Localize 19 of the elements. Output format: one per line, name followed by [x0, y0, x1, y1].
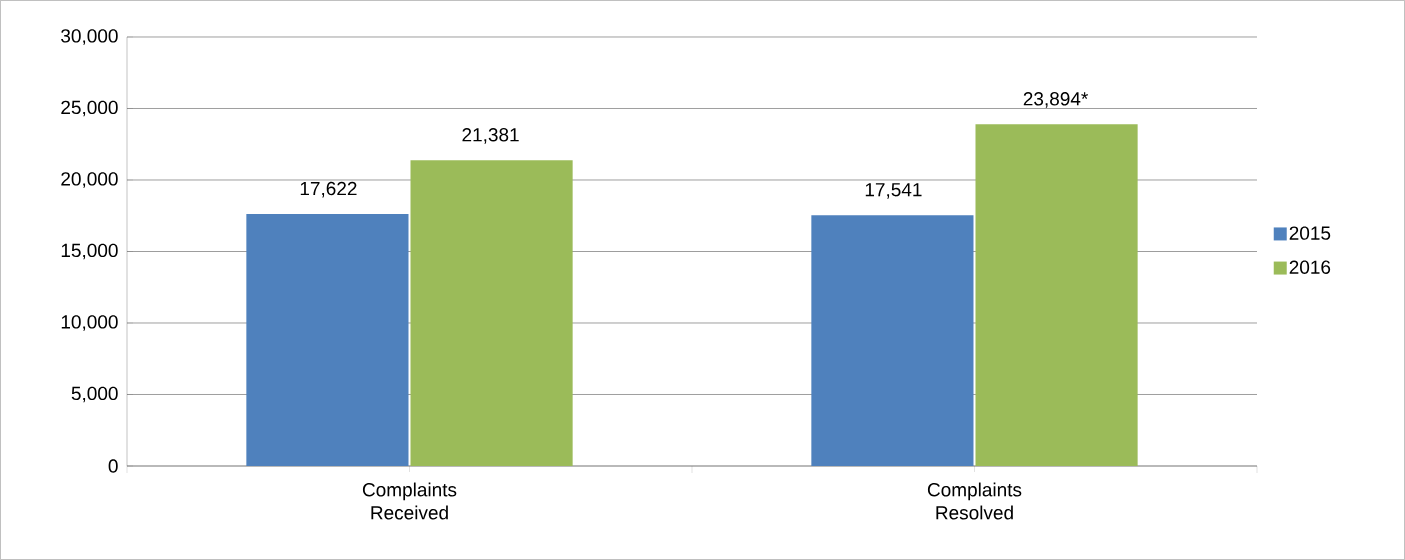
data-label: 17,541	[865, 183, 922, 199]
data-label: 23,894*	[1023, 92, 1089, 108]
y-tick-label: 5,000	[71, 386, 118, 403]
x-tick-label: Complaints Resolved	[927, 482, 1022, 520]
data-label: 17,622	[300, 181, 357, 198]
legend-label: 2015	[1289, 226, 1331, 240]
x-tick-label: Complaints Received	[362, 482, 457, 520]
bar	[410, 160, 573, 466]
bar	[975, 124, 1138, 466]
legend-label: 2016	[1289, 260, 1331, 274]
y-tick-label: 25,000	[61, 100, 118, 117]
bar	[811, 215, 974, 466]
y-tick-label: 0	[108, 459, 118, 473]
y-tick-label: 15,000	[61, 243, 118, 260]
bar	[246, 214, 409, 466]
y-tick-label: 30,000	[61, 29, 118, 45]
y-tick-label: 10,000	[61, 315, 118, 331]
y-tick-label: 20,000	[61, 172, 118, 188]
data-label: 21,381	[462, 128, 519, 144]
